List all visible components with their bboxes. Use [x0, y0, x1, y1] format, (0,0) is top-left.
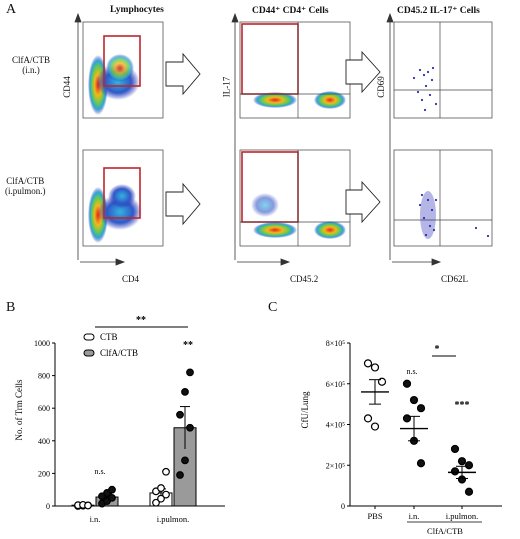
- flow-cytometry-panels: [74, 12, 493, 266]
- y-tick-label: 4×10⁵: [326, 421, 346, 430]
- y-tick-label: 800: [38, 372, 50, 381]
- arrow-right-icon: [345, 50, 381, 94]
- y-tick-label: 1000: [34, 339, 50, 348]
- arrow-right-icon: [165, 182, 201, 226]
- sig-bar: **: [183, 340, 193, 351]
- y-tick-label: 0: [46, 502, 50, 511]
- row-label-2-route: (i.pulmon.): [5, 186, 46, 196]
- header-lymphocytes: Lymphocytes: [110, 5, 164, 15]
- data-point: [176, 410, 184, 419]
- data-point: [157, 494, 165, 503]
- plot-cd44-1: [239, 21, 381, 119]
- row-label-1-name: ClfA/CTB: [12, 55, 51, 65]
- plot-lymph-2: [82, 149, 201, 247]
- data-point: [162, 467, 170, 476]
- data-point: [152, 498, 160, 507]
- legend-swatch-ctb: [83, 333, 95, 341]
- y-tick-label: 2×10⁵: [326, 461, 346, 470]
- x-tick-label: i.n.: [409, 511, 420, 521]
- y-tick-label: 6×10⁵: [326, 380, 346, 389]
- data-point: [363, 359, 373, 368]
- x-tick-label: i.pulmon.: [157, 514, 190, 524]
- sig-bar: ***: [455, 400, 470, 411]
- row-label-2: ClfA/CTB (i.pulmon.): [5, 176, 46, 196]
- cfu-scatter-chart: CfU/Lung 0 2×10⁵ 4×10⁵ 6×10⁵ 8×10⁵ PBS i.n. i.p…: [300, 339, 502, 536]
- y-tick-label: 8×10⁵: [326, 339, 346, 348]
- axis-cd4: CD4: [122, 274, 140, 284]
- y-tick-label: 0: [341, 502, 345, 511]
- data-point: [457, 457, 467, 466]
- legend-label-clfa: ClfA/CTB: [100, 348, 138, 358]
- ns-label: n.s.: [406, 367, 417, 376]
- y-tick-label: 400: [38, 437, 50, 446]
- row-label-1-route: (i.n.): [22, 65, 40, 75]
- sig-pair: *: [435, 344, 440, 355]
- data-point: [370, 422, 380, 431]
- data-point: [416, 404, 426, 413]
- gate-lymph-2: [103, 167, 141, 219]
- data-point: [402, 379, 412, 388]
- row-label-2-name: ClfA/CTB: [6, 176, 45, 186]
- data-point: [450, 444, 460, 454]
- axis-cd45: CD45.2: [290, 274, 319, 284]
- data-point: [363, 414, 373, 423]
- row-label-1: ClfA/CTB (i.n.): [12, 55, 50, 75]
- data-point: [176, 471, 184, 479]
- trm-bar-chart: No. of Trm Cells 0 200 400 600 800 1000 i.n. i.…: [14, 315, 225, 524]
- header-cd45-il17: CD45.2 IL-17⁺ Cells: [397, 6, 480, 16]
- data-point: [181, 387, 189, 396]
- x-tick-label: i.pulmon.: [446, 511, 479, 521]
- data-point: [370, 363, 380, 372]
- ns-label: n.s.: [94, 467, 105, 476]
- arrow-right-icon: [345, 180, 381, 224]
- data-point: [108, 485, 116, 494]
- data-point: [157, 484, 165, 492]
- gate-lymph-1: [103, 35, 141, 87]
- data-point: [450, 467, 460, 476]
- axis-cd62l: CD62L: [441, 274, 468, 284]
- plot-lymph-1: [82, 21, 201, 119]
- data-point: [162, 490, 170, 499]
- x-tick-label: PBS: [367, 511, 382, 521]
- plot-cd69-1: [393, 21, 493, 119]
- data-point: [464, 487, 474, 496]
- arrow-right-icon: [165, 52, 201, 96]
- y-tick-label: 600: [38, 404, 50, 413]
- data-point: [108, 493, 116, 502]
- panel-a-label: A: [6, 2, 17, 17]
- data-point: [464, 461, 474, 470]
- y-tick-label: 200: [38, 469, 50, 478]
- data-point: [181, 456, 189, 465]
- panel-c-label: C: [268, 300, 278, 315]
- data-point: [186, 423, 194, 432]
- data-point: [416, 459, 426, 468]
- sig-top: **: [136, 315, 146, 326]
- x-tick-label: i.n.: [90, 514, 101, 524]
- data-point: [409, 395, 419, 405]
- legend-label-ctb: CTB: [100, 332, 118, 342]
- data-point: [186, 368, 194, 377]
- header-cd44-cd4: CD44⁺ CD4⁺ Cells: [252, 6, 329, 16]
- plot-cd69-2: [393, 149, 493, 247]
- legend-swatch-clfa: [83, 349, 95, 357]
- y-axis-label: CfU/Lung: [300, 391, 310, 428]
- y-axis-label: No. of Trm Cells: [14, 379, 24, 441]
- panel-b-label: B: [6, 300, 16, 315]
- plot-cd44-2: [239, 149, 381, 247]
- data-point: [84, 501, 92, 510]
- group-label: ClfA/CTB: [427, 526, 463, 536]
